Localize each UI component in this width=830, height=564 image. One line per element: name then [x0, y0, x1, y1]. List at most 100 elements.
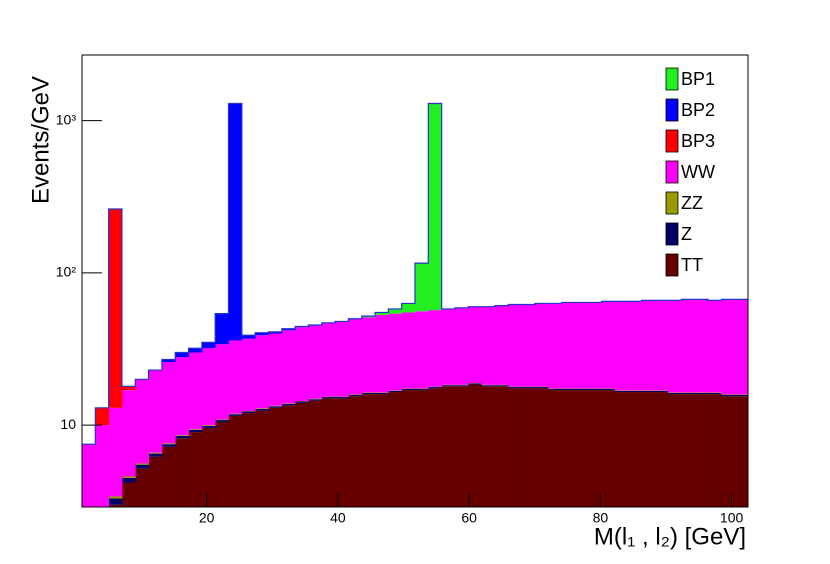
legend-label: ZZ — [681, 193, 703, 213]
y-tick-label: 10 — [60, 416, 76, 432]
histogram-bar — [521, 304, 536, 387]
histogram-bar — [361, 316, 376, 318]
histogram-bar — [161, 361, 176, 444]
histogram-bar — [361, 392, 376, 395]
histogram-bar — [161, 444, 176, 447]
histogram-bar — [321, 397, 336, 399]
histogram-bar — [721, 396, 736, 507]
histogram-bar — [481, 306, 496, 385]
histogram-bar — [82, 444, 96, 507]
histogram-bar — [641, 392, 656, 507]
histogram-bar — [135, 463, 149, 465]
histogram-bar — [135, 468, 149, 507]
stack-outline — [82, 102, 748, 445]
histogram-bar — [614, 392, 629, 507]
histogram-bar — [708, 392, 722, 395]
histogram-bar — [188, 429, 203, 430]
histogram-bar — [574, 388, 589, 391]
histogram-bar — [415, 388, 429, 391]
histogram-bar — [241, 335, 256, 339]
histogram-bar — [614, 390, 629, 393]
histogram-bar — [175, 435, 189, 439]
histogram-bar — [668, 394, 682, 507]
histogram-bar — [481, 386, 496, 507]
histogram-bar — [588, 388, 602, 391]
histogram-bar — [215, 421, 229, 507]
histogram-bar — [694, 299, 709, 393]
legend-swatch — [665, 191, 679, 215]
histogram-bar — [215, 420, 229, 422]
histogram-bar — [135, 379, 149, 464]
histogram-bar — [561, 388, 576, 391]
histogram-bar — [281, 403, 296, 406]
histogram-bar — [708, 394, 722, 507]
histogram-bar — [694, 392, 709, 395]
histogram-bar — [201, 425, 216, 426]
histogram-bar — [308, 399, 323, 401]
histogram-bar — [654, 390, 669, 393]
histogram-bar — [361, 317, 376, 393]
histogram-bar — [561, 302, 576, 389]
histogram-bar — [428, 387, 443, 389]
histogram-bar — [401, 390, 416, 507]
histogram-bar — [241, 410, 256, 412]
x-tick-label: 40 — [330, 510, 346, 526]
histogram-bar — [628, 301, 642, 391]
histogram-bar — [534, 387, 549, 389]
histogram-bar — [508, 387, 522, 389]
histogram-bar — [508, 304, 522, 387]
histogram-bar — [175, 352, 189, 358]
histogram-bar — [108, 496, 123, 499]
histogram-bar — [388, 392, 403, 507]
histogram-bar — [188, 432, 203, 507]
x-tick-label: 60 — [461, 510, 477, 526]
legend-label: BP1 — [681, 69, 715, 89]
histogram-bar — [601, 390, 616, 507]
histogram-bar — [388, 308, 403, 314]
histogram-bar — [494, 386, 509, 507]
histogram-bar — [321, 322, 336, 397]
histogram-bar — [108, 504, 123, 507]
histogram-bar — [255, 410, 269, 507]
histogram-bar — [308, 400, 323, 507]
histogram-bar — [508, 388, 522, 507]
histogram-bar — [148, 453, 163, 457]
x-tick-label: 80 — [593, 510, 609, 526]
histogram-bar — [228, 413, 243, 415]
histogram-bar — [494, 385, 509, 387]
histogram-bar — [628, 392, 642, 507]
histogram-bar — [255, 335, 269, 409]
histogram-bar — [268, 333, 283, 406]
histogram-bar — [428, 388, 443, 507]
histogram-bar — [255, 332, 269, 336]
histogram-bar — [441, 308, 456, 385]
histogram-bar — [295, 401, 309, 403]
legend-label: WW — [681, 162, 715, 182]
histogram-bar — [588, 390, 602, 507]
histogram-bar — [121, 482, 136, 507]
histogram-bar — [175, 357, 189, 436]
histogram-bar — [401, 312, 416, 389]
histogram-bar — [268, 331, 283, 334]
histogram-bar — [335, 321, 349, 397]
histogram-bar — [614, 301, 629, 391]
legend-swatch — [665, 253, 679, 277]
histogram-bar — [415, 311, 429, 389]
histogram-bar — [241, 338, 256, 411]
histogram-bar — [121, 476, 136, 478]
histogram-bar — [601, 301, 616, 389]
histogram-bar — [375, 394, 389, 507]
legend-swatch — [665, 160, 679, 184]
histogram-bar — [654, 300, 669, 391]
histogram-bar — [468, 383, 482, 385]
histogram-bar — [348, 318, 363, 395]
histogram-bar — [321, 398, 336, 507]
histogram-bar — [694, 394, 709, 507]
histogram-bar — [348, 394, 363, 397]
legend-swatch — [665, 67, 679, 91]
histogram-bar — [201, 427, 216, 507]
histogram-bar — [375, 312, 389, 315]
histogram-bar — [708, 300, 722, 393]
histogram-bar — [281, 405, 296, 507]
histogram-bar — [454, 386, 469, 507]
